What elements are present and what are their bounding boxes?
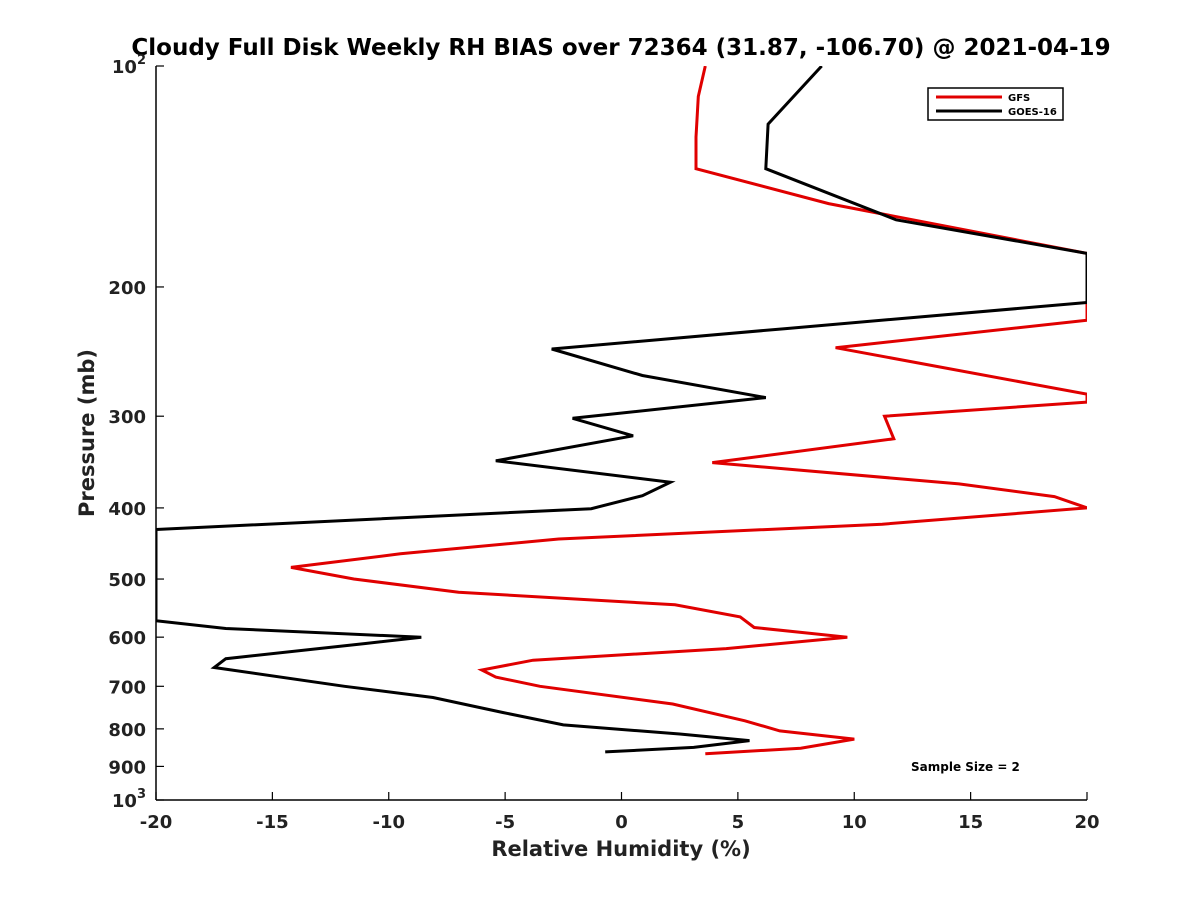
series-line-goes-16 <box>156 66 1087 754</box>
legend-box <box>927 87 1064 121</box>
chart-title: Cloudy Full Disk Weekly RH BIAS over 723… <box>131 35 1110 61</box>
legend-label: GOES-16 <box>1008 107 1057 118</box>
x-tick-label: 0 <box>615 812 628 833</box>
x-tick-label: -20 <box>140 812 173 833</box>
x-tick-label: 10 <box>842 812 867 833</box>
y-tick-label: 103 <box>112 787 146 812</box>
x-tick-label: -15 <box>256 812 289 833</box>
y-tick-label: 900 <box>108 757 146 778</box>
x-tick-label: 15 <box>958 812 983 833</box>
series-line-gfs <box>290 66 1087 756</box>
x-axis-label: Relative Humidity (%) <box>491 837 750 861</box>
y-tick-label: 300 <box>108 407 146 428</box>
y-tick-base: 10 <box>112 791 137 812</box>
y-tick-label: 800 <box>108 720 146 741</box>
y-tick-label: 102 <box>112 53 146 78</box>
legend-label: GFS <box>1008 93 1030 104</box>
x-tick-label: 5 <box>732 812 745 833</box>
y-tick-label: 700 <box>108 677 146 698</box>
x-ticks: -20 -15 -10 -5 0 5 10 15 20 <box>140 792 1100 833</box>
y-tick-label: 500 <box>108 570 146 591</box>
y-tick-exponent: 2 <box>137 53 146 68</box>
x-tick-label: -5 <box>495 812 515 833</box>
x-tick-label: 20 <box>1074 812 1099 833</box>
legend: GFS GOES-16 <box>927 87 1064 121</box>
y-tick-base: 10 <box>112 57 137 78</box>
y-tick-label: 400 <box>108 499 146 520</box>
plot-area <box>155 66 1087 801</box>
y-axis-label: Pressure (mb) <box>75 349 99 517</box>
y-tick-label: 600 <box>108 628 146 649</box>
x-tick-label: -10 <box>372 812 405 833</box>
y-tick-exponent: 3 <box>137 787 146 802</box>
series-layer <box>156 66 1087 756</box>
y-tick-label: 200 <box>108 278 146 299</box>
sample-size-annotation: Sample Size = 2 <box>911 760 1020 774</box>
